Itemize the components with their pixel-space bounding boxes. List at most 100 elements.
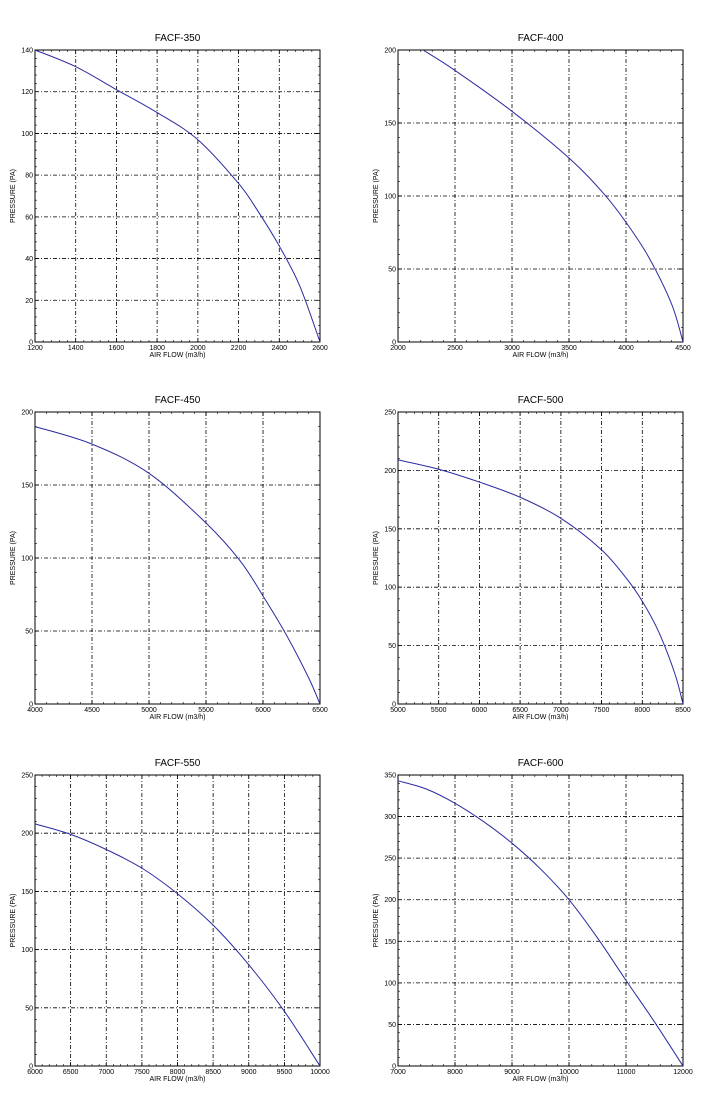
y-tick-label: 150	[21, 483, 33, 490]
plot-frame	[34, 49, 321, 343]
x-tick-label: 8500	[205, 1069, 221, 1076]
x-tick-label: 3500	[561, 345, 577, 352]
chart-5: FACF-600 7000 8000 9000 10000 11000 12000 0 50 10…	[373, 758, 693, 1083]
y-axis-label: PRESSURE (PA)	[373, 531, 380, 585]
y-tick-label: 50	[25, 629, 33, 636]
y-tick-label: 100	[384, 980, 396, 987]
x-axis-label: AIR FLOW (m3/h)	[149, 352, 205, 359]
y-tick-label: 140	[21, 48, 33, 55]
chart-2: FACF-450 4000 4500 5000 5500 6000 6500 0 50 100 15…	[10, 395, 328, 721]
y-tick-label: 350	[384, 773, 396, 780]
x-tick-label: 12000	[673, 1069, 693, 1076]
plot-frame	[34, 411, 321, 705]
y-tick-label: 300	[384, 814, 396, 821]
y-tick-label: 100	[21, 947, 33, 954]
series-line-0	[34, 426, 321, 705]
y-axis-label: PRESSURE (PA)	[373, 169, 380, 223]
y-tick-label: 50	[25, 1005, 33, 1012]
series-line-0	[34, 49, 321, 343]
x-axis-label: AIR FLOW (m3/h)	[512, 352, 568, 359]
x-tick-label: 10000	[310, 1069, 330, 1076]
chart-title: FACF-550	[155, 758, 201, 769]
x-tick-label: 6000	[255, 707, 271, 714]
y-tick-label: 250	[384, 856, 396, 863]
x-tick-label: 11000	[617, 1069, 636, 1076]
plot-frame	[34, 774, 321, 1067]
x-tick-label: 5000	[390, 707, 406, 714]
y-tick-label: 150	[21, 889, 33, 896]
x-tick-label: 8500	[675, 707, 691, 714]
x-tick-label: 8000	[634, 707, 650, 714]
y-tick-label: 50	[388, 267, 396, 274]
y-tick-label: 100	[21, 131, 33, 138]
x-tick-label: 6500	[63, 1069, 79, 1076]
y-tick-label: 250	[384, 410, 396, 417]
y-tick-label: 0	[392, 702, 396, 709]
x-tick-label: 4000	[618, 345, 634, 352]
x-tick-label: 9500	[277, 1069, 293, 1076]
x-tick-label: 6000	[472, 707, 488, 714]
x-tick-label: 8000	[170, 1069, 186, 1076]
y-tick-label: 0	[29, 1064, 33, 1071]
y-tick-label: 0	[392, 1064, 396, 1071]
series-line-0	[422, 49, 684, 343]
x-tick-label: 2200	[231, 345, 247, 352]
x-tick-label: 4000	[27, 707, 43, 714]
chart-3: FACF-500 5000 5500 6000 6500 7000 7500 8000 8500…	[373, 395, 691, 721]
chart-title: FACF-600	[518, 758, 564, 769]
x-tick-label: 2000	[190, 345, 206, 352]
x-axis-label: AIR FLOW (m3/h)	[512, 714, 568, 721]
y-tick-label: 150	[384, 121, 396, 128]
x-tick-label: 1800	[149, 345, 165, 352]
x-tick-label: 8000	[447, 1069, 463, 1076]
x-tick-label: 9000	[504, 1069, 520, 1076]
x-axis-label: AIR FLOW (m3/h)	[512, 1076, 568, 1083]
y-tick-label: 20	[25, 298, 33, 305]
x-tick-label: 6500	[312, 707, 328, 714]
x-tick-label: 3000	[504, 345, 520, 352]
plot-frame	[397, 49, 684, 343]
series-line-0	[397, 780, 684, 1067]
x-tick-label: 7000	[98, 1069, 114, 1076]
x-tick-label: 2600	[312, 345, 328, 352]
x-axis-label: AIR FLOW (m3/h)	[149, 714, 205, 721]
series-line-0	[397, 459, 684, 705]
x-tick-label: 7500	[134, 1069, 150, 1076]
y-tick-label: 150	[384, 526, 396, 533]
y-tick-label: 40	[25, 256, 33, 263]
x-tick-label: 2400	[271, 345, 287, 352]
y-tick-label: 200	[21, 831, 33, 838]
x-tick-label: 7000	[553, 707, 569, 714]
y-tick-label: 80	[25, 173, 33, 180]
y-tick-label: 0	[29, 340, 33, 347]
y-tick-label: 50	[388, 1022, 396, 1029]
x-tick-label: 6000	[27, 1069, 43, 1076]
x-tick-label: 1200	[27, 345, 43, 352]
y-tick-label: 60	[25, 214, 33, 221]
chart-1: FACF-400 2000 2500 3000 3500 4000 4500 0 50 100 15…	[373, 33, 691, 359]
x-tick-label: 1400	[68, 345, 84, 352]
y-axis-label: PRESSURE (PA)	[10, 169, 17, 223]
x-tick-label: 2500	[447, 345, 463, 352]
x-tick-label: 1600	[109, 345, 125, 352]
y-tick-label: 100	[384, 585, 396, 592]
chart-title: FACF-400	[518, 33, 564, 44]
y-tick-label: 250	[21, 773, 33, 780]
y-tick-label: 120	[21, 89, 33, 96]
x-tick-label: 6500	[512, 707, 528, 714]
y-tick-label: 200	[21, 410, 33, 417]
series-line-0	[34, 823, 321, 1067]
chart-title: FACF-450	[155, 395, 201, 406]
y-tick-label: 100	[384, 194, 396, 201]
x-tick-label: 5000	[141, 707, 157, 714]
y-tick-label: 0	[392, 340, 396, 347]
y-tick-label: 200	[384, 897, 396, 904]
y-tick-label: 0	[29, 702, 33, 709]
y-axis-label: PRESSURE (PA)	[10, 894, 17, 948]
x-tick-label: 4500	[675, 345, 691, 352]
x-tick-label: 7000	[390, 1069, 406, 1076]
x-tick-label: 7500	[594, 707, 610, 714]
y-tick-label: 50	[388, 643, 396, 650]
